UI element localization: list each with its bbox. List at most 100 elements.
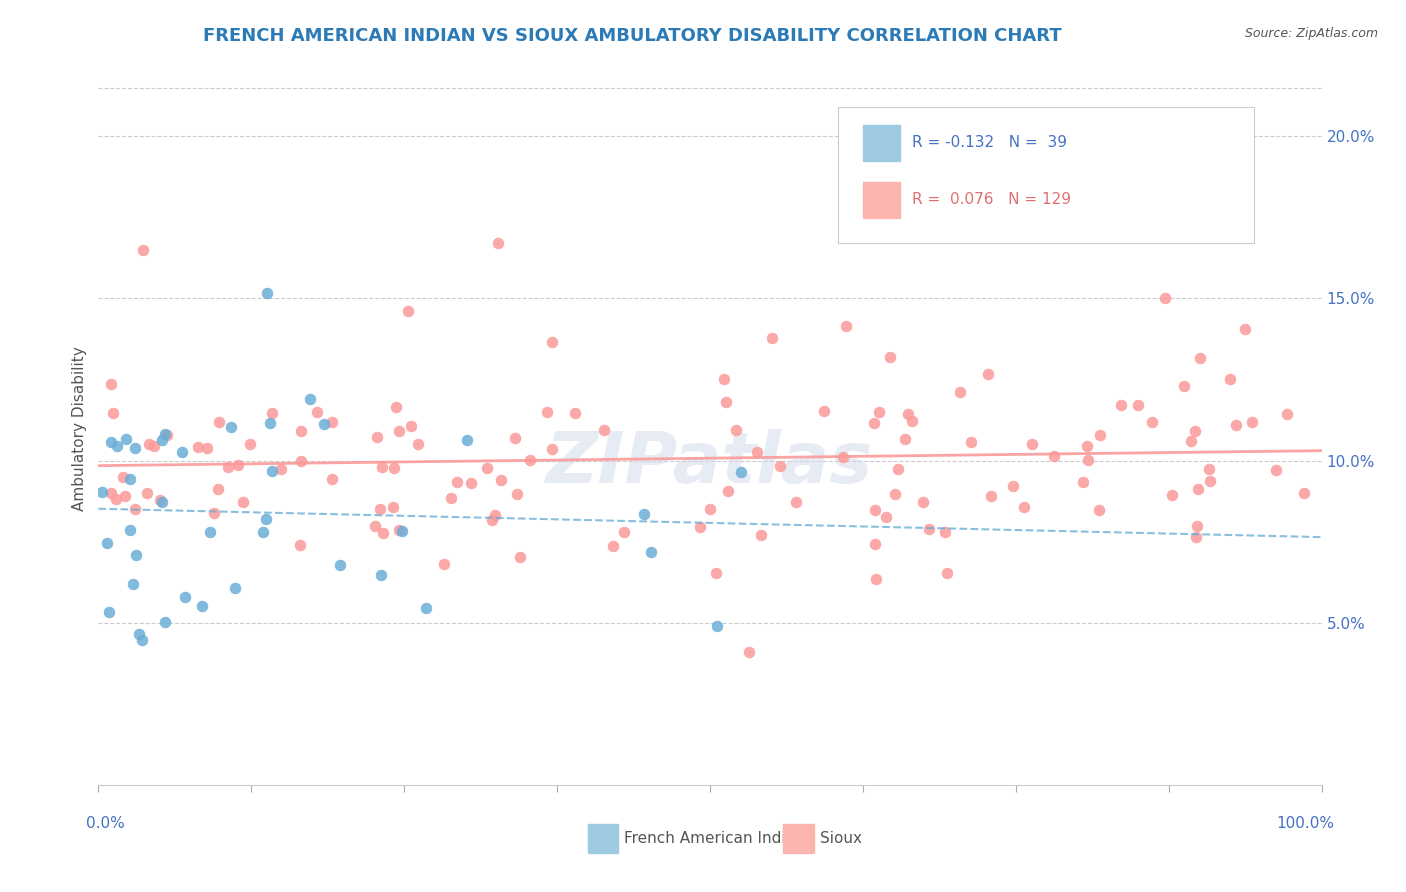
Point [290,454,312,468]
Point [399,418,422,433]
Point [371,526,394,541]
Point [207,482,229,496]
Point [204,506,226,520]
Point [321,472,343,486]
Point [298,392,321,407]
Point [593,423,616,437]
FancyBboxPatch shape [838,107,1254,243]
Point [456,434,478,448]
Point [259,416,281,430]
Text: French American Indians: French American Indians [624,831,813,846]
Point [1198,461,1220,475]
Point [124,548,146,562]
Point [911,495,934,509]
Point [980,489,1002,503]
Point [714,395,737,409]
Text: Source: ZipAtlas.com: Source: ZipAtlas.com [1244,27,1378,40]
Point [699,502,721,516]
Point [875,510,897,524]
Point [270,462,292,476]
FancyBboxPatch shape [783,824,814,853]
Point [382,461,405,475]
Point [217,460,239,475]
FancyBboxPatch shape [863,182,900,218]
Point [769,458,792,473]
Point [440,491,463,505]
Point [934,525,956,540]
Text: Sioux: Sioux [820,831,862,846]
Point [1012,500,1035,515]
Point [602,539,624,553]
Point [115,432,138,446]
Y-axis label: Ambulatory Disability: Ambulatory Disability [72,346,87,510]
Point [187,440,209,454]
Point [1225,418,1247,433]
Point [1109,398,1132,412]
Point [519,453,541,467]
Point [382,500,405,514]
Point [219,420,242,434]
Point [738,645,761,659]
Point [730,465,752,479]
Point [977,367,1000,381]
Point [633,507,655,521]
Point [96,536,118,550]
Point [124,442,146,456]
Point [408,437,430,451]
Point [396,304,419,318]
Point [136,486,159,500]
Point [1161,488,1184,502]
Text: FRENCH AMERICAN INDIAN VS SIOUX AMBULATORY DISABILITY CORRELATION CHART: FRENCH AMERICAN INDIAN VS SIOUX AMBULATO… [204,27,1062,45]
Point [100,376,122,391]
Point [388,523,411,537]
Point [713,372,735,386]
Point [391,524,413,539]
Point [224,581,246,595]
Point [1233,321,1256,335]
Point [1021,437,1043,451]
Point [121,577,143,591]
Point [785,495,807,509]
Point [191,599,214,614]
Point [901,414,924,428]
Point [1154,292,1177,306]
Point [1264,463,1286,477]
Point [118,472,141,486]
Point [863,417,886,431]
Point [100,435,122,450]
Point [887,461,910,475]
Point [256,285,278,300]
Point [1077,453,1099,467]
Point [745,445,768,459]
Point [150,433,173,447]
Point [321,415,343,429]
Point [1189,351,1212,365]
Point [704,566,727,580]
Point [1088,502,1111,516]
Point [897,408,920,422]
Point [172,445,194,459]
Point [865,572,887,586]
Point [370,567,392,582]
Text: 0.0%: 0.0% [86,816,125,830]
Point [314,417,336,432]
Point [717,484,740,499]
Text: ZIPatlas: ZIPatlas [547,429,873,499]
Point [509,549,531,564]
Point [541,442,564,457]
Point [489,474,512,488]
Point [368,502,391,516]
Point [1126,398,1149,412]
Point [1219,372,1241,386]
Point [173,590,195,604]
Point [207,415,229,429]
Point [433,557,456,571]
Point [1173,379,1195,393]
Point [863,537,886,551]
Point [118,523,141,537]
Point [835,318,858,333]
Point [486,236,509,251]
Point [143,439,166,453]
Point [918,522,941,536]
Point [813,404,835,418]
